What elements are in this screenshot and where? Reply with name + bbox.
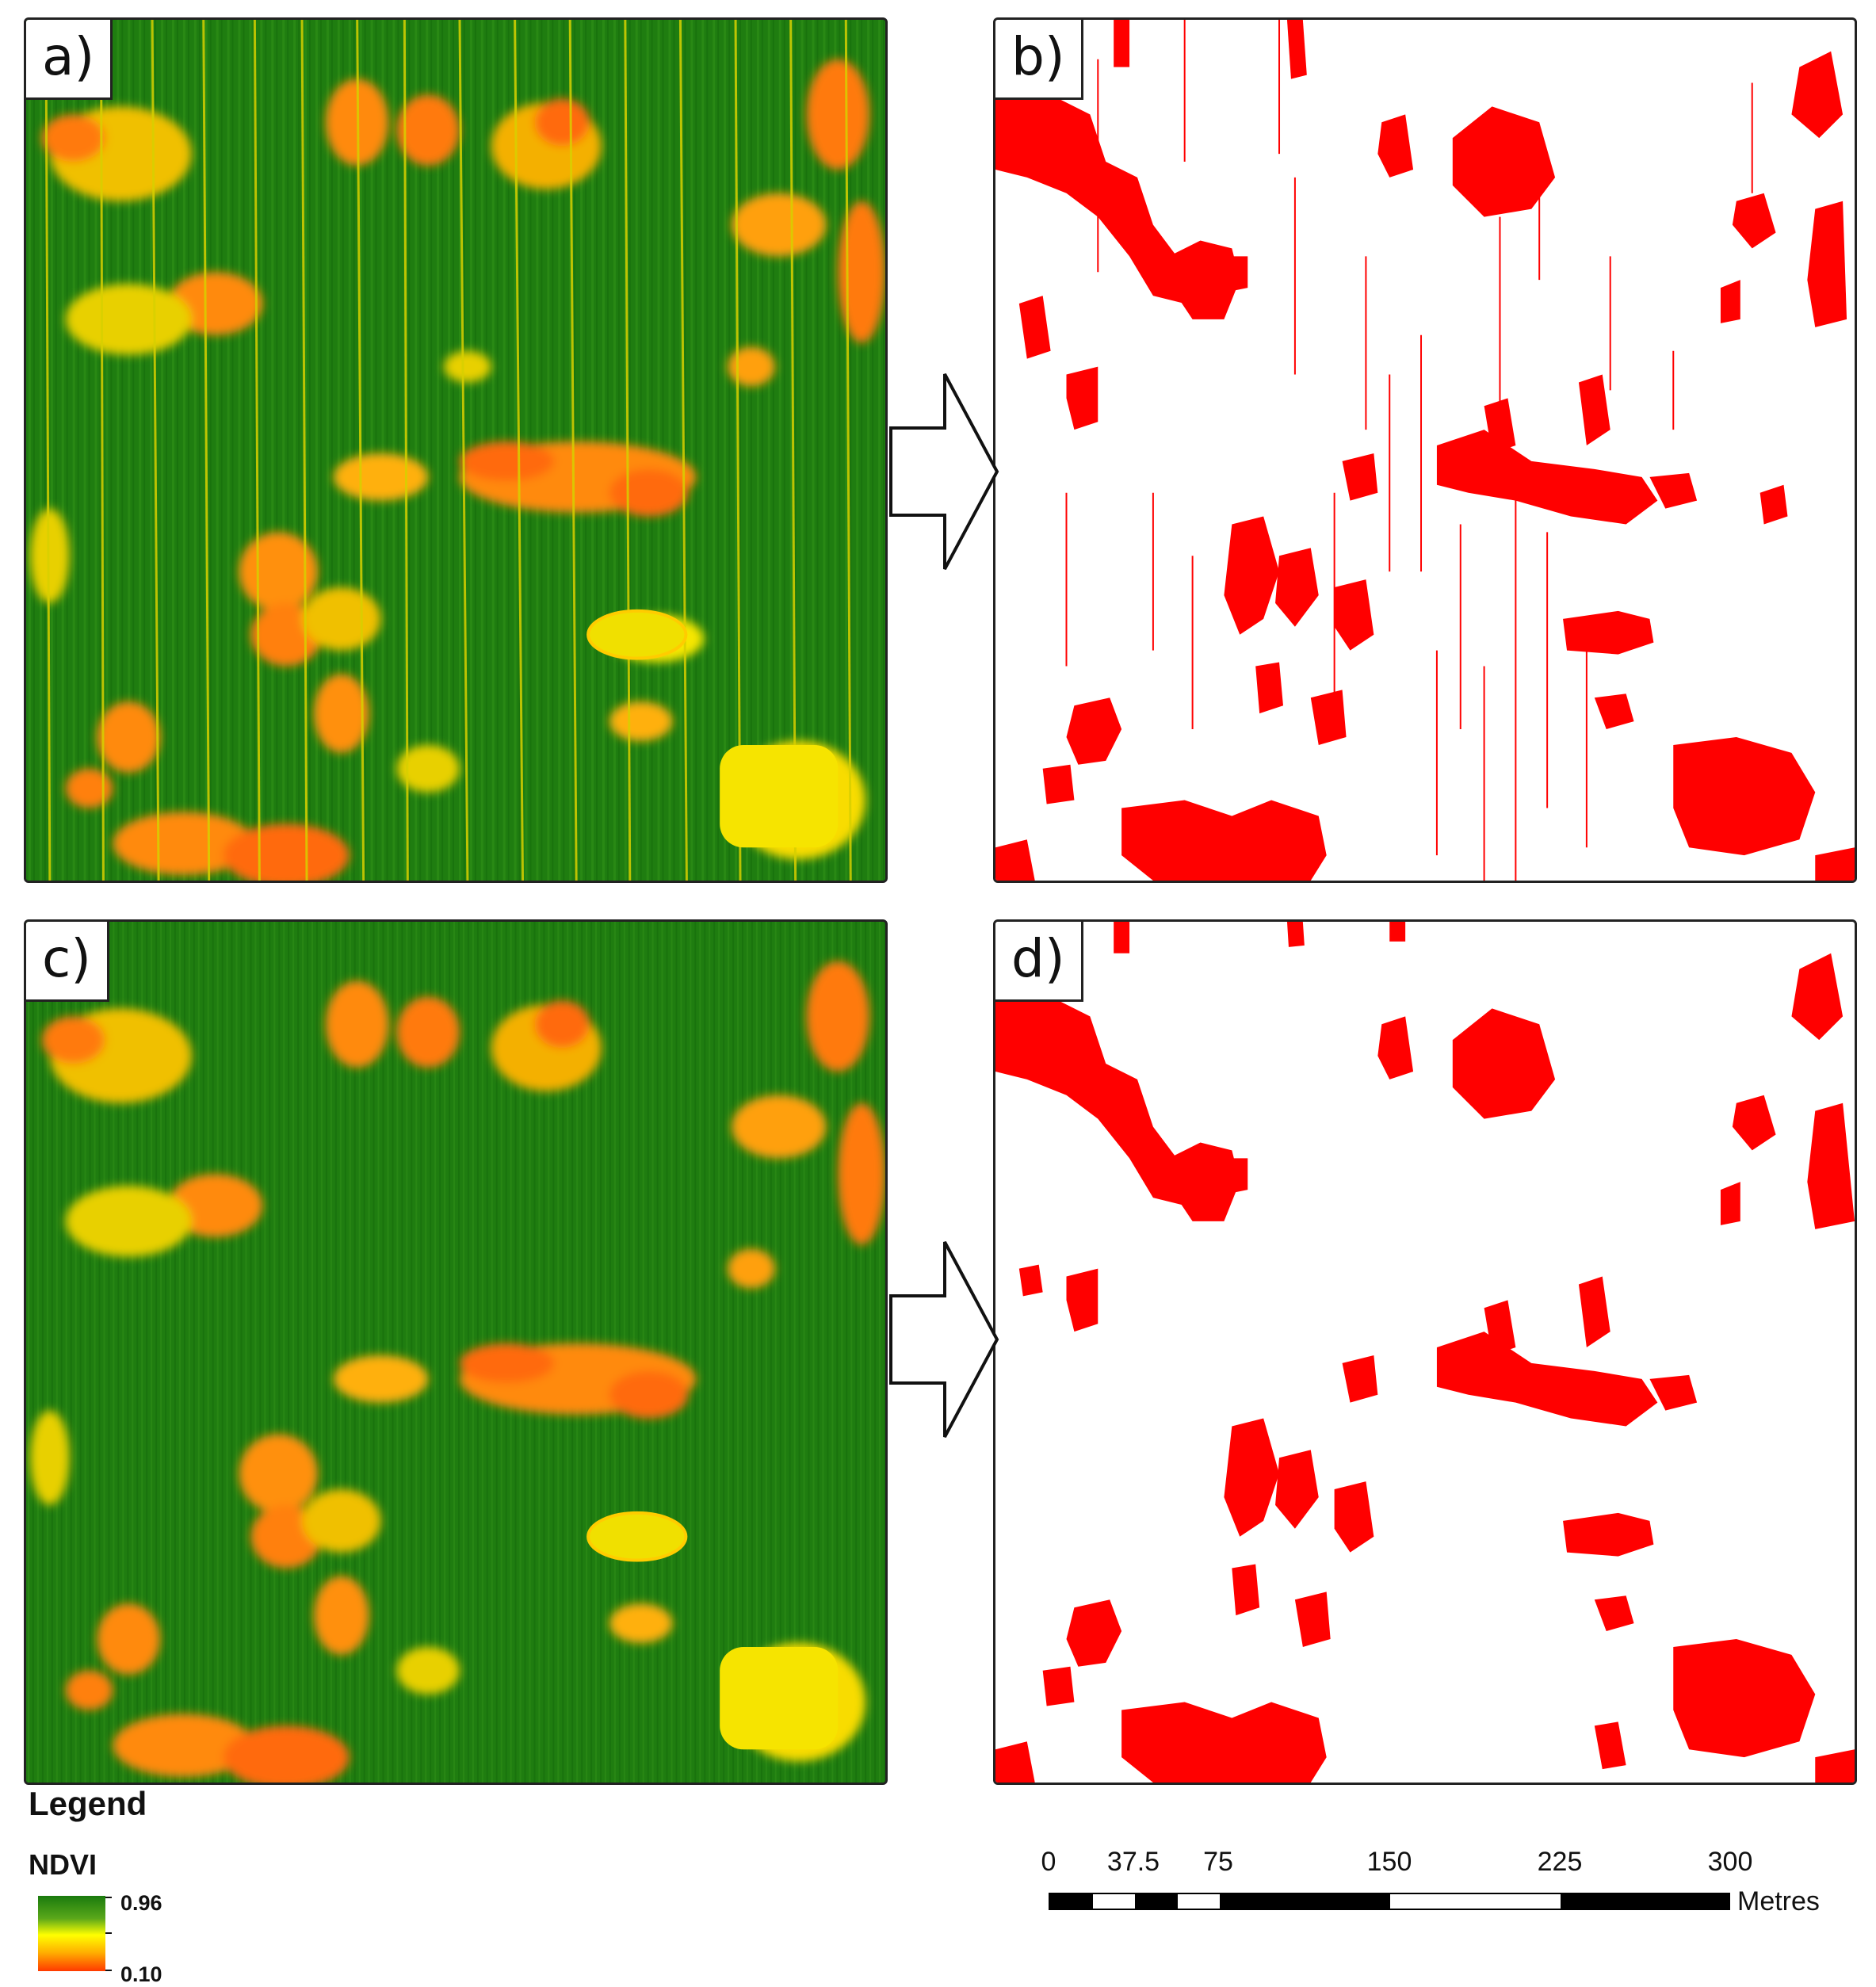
legend-min-value: 0.10 <box>120 1962 162 1986</box>
ndvi-raster-a <box>26 20 885 881</box>
scale-tick-label: 300 <box>1707 1847 1753 1877</box>
scale-segment <box>1220 1894 1390 1909</box>
legend-title: Legend <box>29 1785 147 1822</box>
legend-tick <box>105 1970 112 1971</box>
panel-label-a: a) <box>26 20 113 100</box>
scale-tick-label: 37.5 <box>1106 1847 1160 1877</box>
ndvi-map-panel-c: c) <box>24 919 888 1785</box>
legend-color-ramp <box>38 1896 105 1971</box>
scale-tick-label: 75 <box>1203 1847 1233 1877</box>
arrow-right-icon <box>889 373 999 570</box>
scale-unit: Metres <box>1737 1886 1820 1916</box>
scale-segment <box>1050 1894 1093 1909</box>
scale-segment <box>1390 1894 1561 1909</box>
ndvi-raster-c <box>26 922 885 1783</box>
scale-tick-label: 150 <box>1366 1847 1412 1877</box>
panel-label-d: d) <box>995 922 1083 1002</box>
legend-tick <box>105 1932 112 1934</box>
ndvi-map-panel-a: a) <box>24 17 888 883</box>
scale-segment <box>1093 1894 1135 1909</box>
scale-segment <box>1561 1894 1729 1909</box>
scale-bar: 0 37.5 75 150 225 300 Metres <box>1030 1847 1870 1942</box>
legend-max-value: 0.96 <box>120 1891 162 1915</box>
legend-tick <box>105 1897 112 1898</box>
scale-tick-label: 0 <box>1041 1847 1056 1877</box>
panel-label-c: c) <box>26 922 110 1002</box>
scale-bar-strip <box>1049 1893 1730 1910</box>
mask-raster-d <box>995 922 1855 1783</box>
legend-variable: NDVI <box>29 1848 97 1881</box>
scale-tick-label: 225 <box>1537 1847 1583 1877</box>
arrow-right-icon <box>889 1241 999 1438</box>
mask-map-panel-d: d) <box>993 919 1857 1785</box>
scale-segment <box>1135 1894 1178 1909</box>
legend: Legend NDVI 0.96 0.10 <box>29 1785 346 1986</box>
panel-label-b: b) <box>995 20 1083 100</box>
scale-segment <box>1178 1894 1220 1909</box>
mask-map-panel-b: b) <box>993 17 1857 883</box>
mask-raster-b <box>995 20 1855 881</box>
